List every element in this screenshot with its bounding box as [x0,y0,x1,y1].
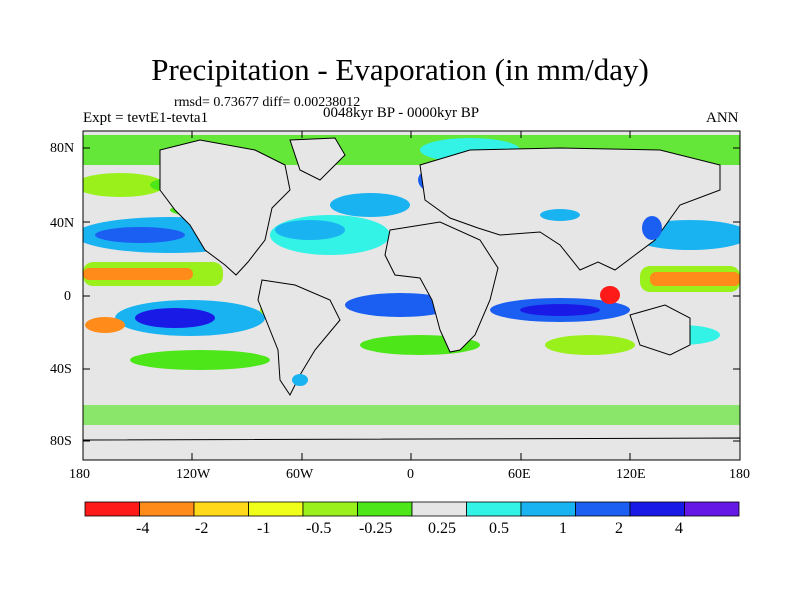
lon-label-180w: 180 [69,467,90,482]
period-label: 0048kyr BP - 0000kyr BP [323,105,480,121]
lat-label-40n: 40N [50,216,75,231]
wpac-orange [650,272,740,286]
npac-lightgreen [83,173,165,197]
map-field [83,131,740,460]
colorbar-box [520,501,576,517]
colorbar-box [684,501,740,517]
lon-label-60e: 60E [508,467,531,482]
colorbar-label: 4 [675,520,683,537]
eurasia [419,147,721,271]
season-label: ANN [706,110,739,126]
colorbar-box [139,501,195,517]
colorbar-box [84,501,140,517]
eq-indian-deep [520,304,600,316]
colorbar-label: -0.25 [359,520,393,537]
colorbar-box [629,501,685,517]
maritime-red [600,286,620,304]
colorbar [84,501,740,517]
colorbar-label: 1 [559,520,567,537]
colorbar-label: -4 [136,520,150,537]
colorbar-label: -1 [257,520,271,537]
spac-deep [135,308,215,328]
colorbar-box [248,501,304,517]
antarctic-green-band [83,405,740,425]
natl-northblue [330,193,410,217]
map-title: Precipitation - Evaporation (in mm/day) [151,52,649,87]
colorbar-box [411,501,467,517]
itcz-orange [83,268,193,280]
lat-label-40s: 40S [50,362,72,377]
japan-blue-patch [642,216,662,240]
australia [629,304,691,356]
colorbar-label: 2 [615,520,623,537]
colorbar-label: 0.25 [428,520,456,537]
north-america [159,139,291,276]
experiment-label: Expt = tevtE1-tevta1 [83,110,209,126]
axis-ticks [83,131,740,460]
lon-label-60w: 60W [286,467,314,482]
lon-label-0: 0 [407,467,414,482]
natl-blue [275,220,345,240]
lon-label-180e: 180 [729,467,750,482]
antarctica [83,437,740,460]
spac-orange [85,317,125,333]
patagonia-blue [292,374,308,386]
lat-label-eq: 0 [64,289,71,304]
colorbar-box [357,501,413,517]
colorbar-label: -0.5 [306,520,332,537]
colorbar-box [575,501,631,517]
lon-label-120w: 120W [176,467,211,482]
sio-lightgreen [545,335,635,355]
africa [384,221,499,353]
eq-atl-blue [345,293,455,317]
lat-label-80n: 80N [50,141,75,156]
south-america [257,279,341,396]
lat-label-80s: 80S [50,434,72,449]
colorbar-box [193,501,249,517]
colorbar-box [466,501,522,517]
asia-blue-patch [540,209,580,221]
colorbar-label: 0.5 [489,520,509,537]
continents [83,137,740,460]
colorbar-box [302,501,358,517]
greenland [289,137,346,181]
lon-label-120e: 120E [616,467,646,482]
npac-deep-blue [95,227,185,243]
colorbar-label: -2 [195,520,209,537]
so-green [130,350,270,370]
rmsd-diff-stats: rmsd= 0.73677 diff= 0.00238012 [174,95,361,110]
